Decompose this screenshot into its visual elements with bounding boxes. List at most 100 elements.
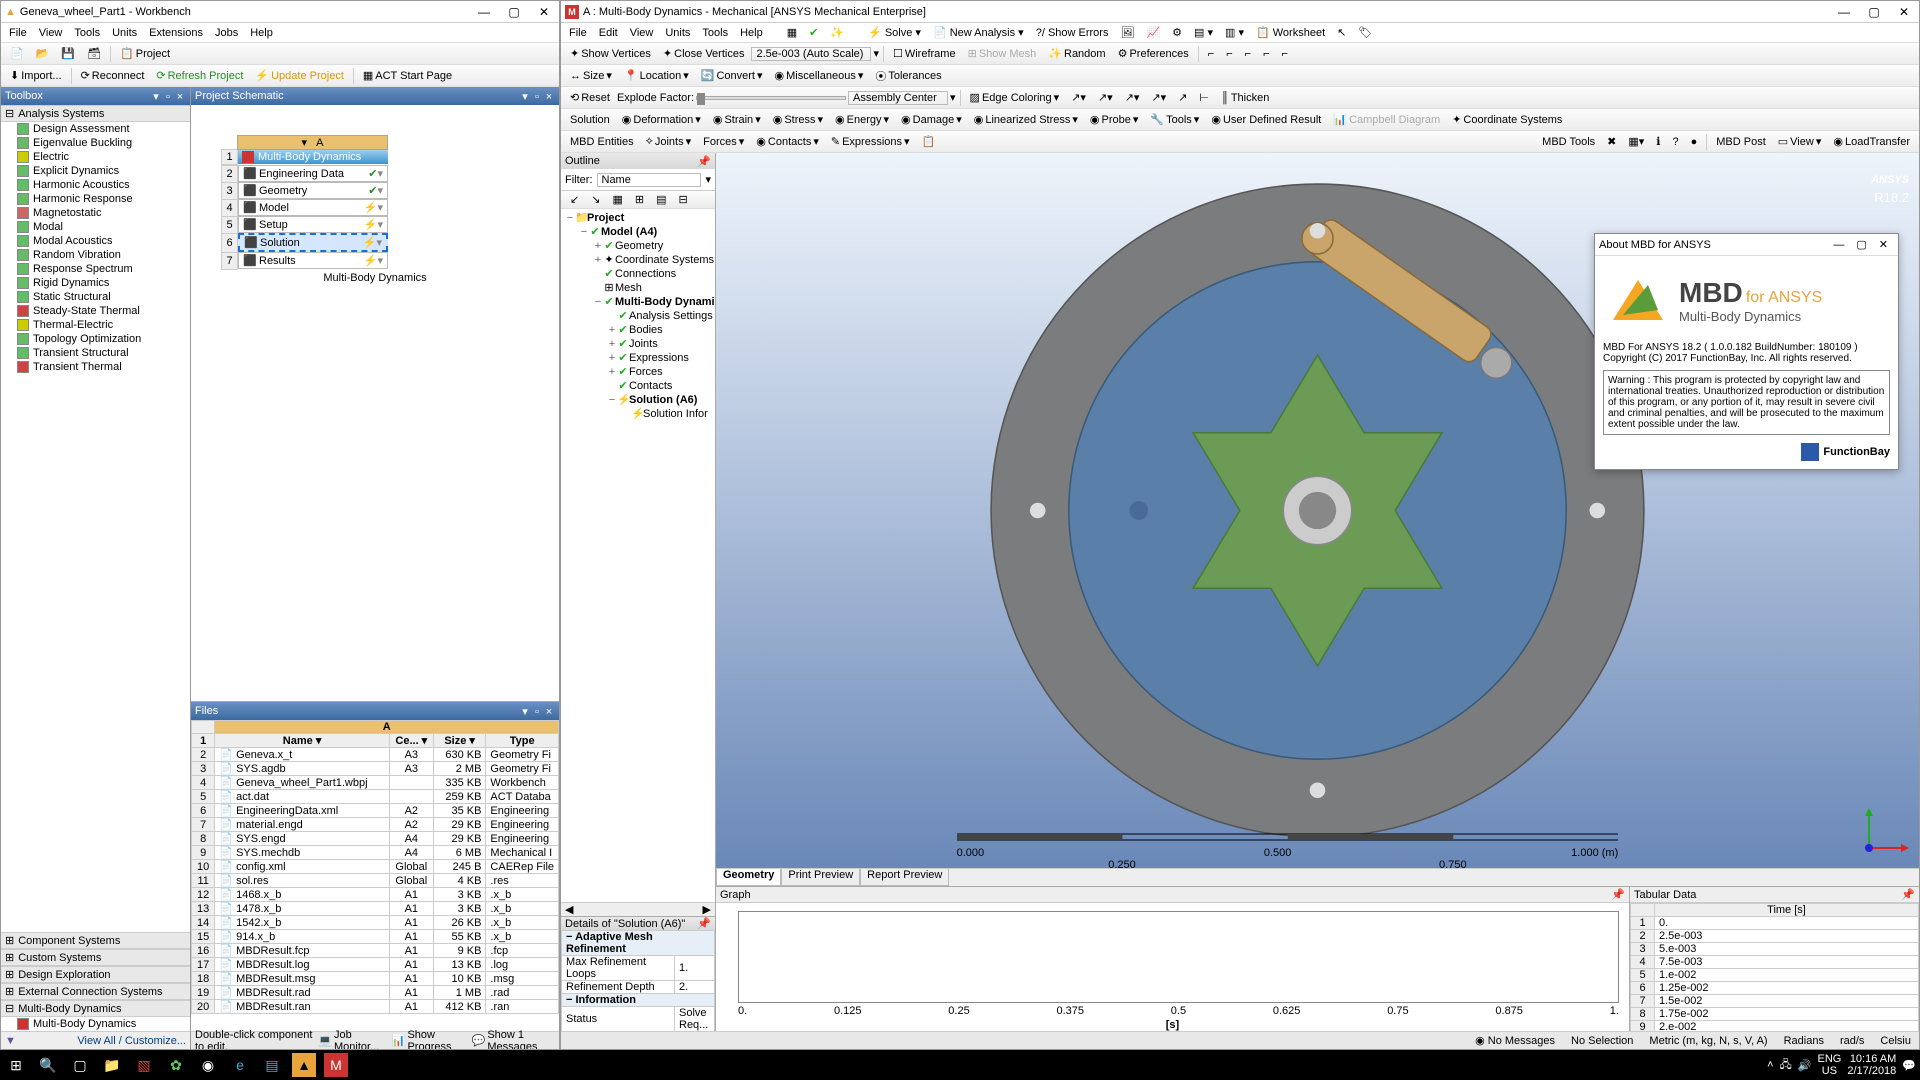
- expr-button[interactable]: ✎ Expressions ▾: [826, 133, 915, 150]
- mbdpost-button[interactable]: MBD Post: [1711, 134, 1771, 150]
- refresh-button[interactable]: ⟳ Refresh Project: [151, 67, 248, 84]
- sparkle-icon[interactable]: ✨: [830, 26, 844, 39]
- tab-print[interactable]: Print Preview: [781, 869, 860, 886]
- check-icon[interactable]: ✔: [809, 26, 818, 39]
- opt3-icon[interactable]: ▥ ▾: [1225, 26, 1244, 39]
- toolbox-item[interactable]: Modal Acoustics: [1, 234, 190, 248]
- file-row[interactable]: 13📄 1478.x_bA13 KB.x_b: [192, 902, 559, 916]
- wireframe-button[interactable]: ☐ Wireframe: [888, 45, 961, 62]
- toolbox-item[interactable]: Steady-State Thermal: [1, 304, 190, 318]
- toolbox-item[interactable]: Random Vibration: [1, 248, 190, 262]
- file-row[interactable]: 9📄 SYS.mechdbA46 MBMechanical I: [192, 846, 559, 860]
- file-row[interactable]: 10📄 config.xmlGlobal245 BCAERep File: [192, 860, 559, 874]
- pin-icon[interactable]: ▾: [150, 90, 162, 103]
- file-row[interactable]: 4📄 Geneva_wheel_Part1.wbpj335 KBWorkbenc…: [192, 776, 559, 790]
- showerrors-button[interactable]: ?/ Show Errors: [1036, 27, 1109, 39]
- menu-view[interactable]: View: [39, 27, 63, 39]
- save-icon[interactable]: 💾: [56, 45, 80, 62]
- showprogress-button[interactable]: 📊 Show Progress: [388, 1029, 464, 1050]
- system-row[interactable]: ⬛Results⚡▾: [238, 252, 388, 269]
- file-row[interactable]: 3📄 SYS.agdbA32 MBGeometry Fi: [192, 762, 559, 776]
- toolbox-group-custom[interactable]: ⊞ Custom Systems: [1, 949, 190, 966]
- menu-help[interactable]: Help: [740, 27, 763, 39]
- update-button[interactable]: ⚡ Update Project: [250, 67, 348, 84]
- file-row[interactable]: 11📄 sol.resGlobal4 KB.res: [192, 874, 559, 888]
- toolbox-item[interactable]: Modal: [1, 220, 190, 234]
- toolbox-item[interactable]: Topology Optimization: [1, 332, 190, 346]
- menu-tools[interactable]: Tools: [702, 27, 728, 39]
- maximize-button[interactable]: ▢: [499, 1, 529, 23]
- file-row[interactable]: 14📄 1542.x_bA126 KB.x_b: [192, 916, 559, 930]
- opt-icon[interactable]: ⚙: [1172, 26, 1182, 39]
- gmail-icon[interactable]: M: [324, 1053, 348, 1077]
- menu-file[interactable]: File: [9, 27, 27, 39]
- new-icon[interactable]: 📄: [5, 45, 29, 62]
- notif-icon[interactable]: 💬: [1902, 1059, 1916, 1072]
- strain-button[interactable]: ◉ Strain ▾: [708, 111, 766, 128]
- closeverts-button[interactable]: ✦ Close Vertices: [658, 45, 750, 62]
- close-button[interactable]: ✕: [1889, 1, 1919, 23]
- solution-button[interactable]: Solution: [565, 112, 615, 128]
- toolbox-item[interactable]: Static Structural: [1, 290, 190, 304]
- filter-icon[interactable]: ▼: [5, 1035, 16, 1047]
- saveall-icon[interactable]: 🗃: [82, 45, 106, 62]
- act-button[interactable]: ▦ ACT Start Page: [358, 67, 457, 84]
- contacts-button[interactable]: ◉ Contacts ▾: [751, 133, 824, 150]
- system-row[interactable]: ⬛Geometry✔▾: [238, 182, 388, 199]
- jobmonitor-button[interactable]: 💻 Job Monitor...: [314, 1029, 383, 1050]
- file-row[interactable]: 15📄 914.x_bA155 KB.x_b: [192, 930, 559, 944]
- workbench-icon[interactable]: ▲: [292, 1053, 316, 1077]
- tools-button[interactable]: 🔧 Tools ▾: [1145, 111, 1204, 128]
- menu-units[interactable]: Units: [112, 27, 137, 39]
- file-row[interactable]: 16📄 MBDResult.fcpA19 KB.fcp: [192, 944, 559, 958]
- minimize-button[interactable]: —: [469, 1, 499, 23]
- joints-button[interactable]: ⟡ Joints ▾: [641, 133, 697, 150]
- start-icon[interactable]: ⊞: [4, 1053, 28, 1077]
- close-panel-icon[interactable]: ×: [174, 91, 186, 103]
- pin2-icon[interactable]: ▫: [162, 91, 174, 103]
- tag-icon[interactable]: 🏷: [1358, 26, 1372, 39]
- file-row[interactable]: 19📄 MBDResult.radA11 MB.rad: [192, 986, 559, 1000]
- edge-button[interactable]: ▨ Edge Coloring ▾: [965, 89, 1065, 106]
- filter-combo[interactable]: Name: [597, 173, 702, 187]
- toolbox-item[interactable]: Magnetostatic: [1, 206, 190, 220]
- coords-button[interactable]: ✦ Coordinate Systems: [1447, 111, 1567, 128]
- menu-edit[interactable]: Edit: [599, 27, 618, 39]
- scale-combo[interactable]: 2.5e-003 (Auto Scale): [751, 47, 871, 61]
- stress-button[interactable]: ◉ Stress ▾: [768, 111, 828, 128]
- about-close[interactable]: ✕: [1873, 239, 1894, 251]
- location-button[interactable]: 📍 Location ▾: [619, 67, 694, 84]
- menu-file[interactable]: File: [569, 27, 587, 39]
- file-row[interactable]: 12📄 1468.x_bA13 KB.x_b: [192, 888, 559, 902]
- about-min[interactable]: —: [1827, 239, 1850, 251]
- worksheet-button[interactable]: 📋 Worksheet: [1256, 26, 1325, 39]
- toolbox-item-mbd[interactable]: Multi-Body Dynamics: [1, 1017, 190, 1031]
- system-row[interactable]: ⬛Setup⚡▾: [238, 216, 388, 233]
- size-button[interactable]: ↔ Size ▾: [565, 67, 617, 84]
- file-row[interactable]: 2📄 Geneva.x_tA3630 KBGeometry Fi: [192, 748, 559, 762]
- menu-view[interactable]: View: [630, 27, 654, 39]
- damage-button[interactable]: ◉ Damage ▾: [896, 111, 967, 128]
- chrome-icon[interactable]: ◉: [196, 1053, 220, 1077]
- maximize-button[interactable]: ▢: [1859, 1, 1889, 23]
- system-row[interactable]: ⬛Solution⚡▾: [238, 233, 388, 252]
- newanalysis-button[interactable]: 📄 New Analysis ▾: [933, 26, 1024, 39]
- menu-help[interactable]: Help: [250, 27, 273, 39]
- clipboard-icon[interactable]: 📋: [917, 133, 941, 150]
- axis-icon[interactable]: ⌐: [1203, 46, 1219, 62]
- udr-button[interactable]: ◉ User Defined Result: [1206, 111, 1326, 128]
- toolbox-item[interactable]: Explicit Dynamics: [1, 164, 190, 178]
- toolbox-item[interactable]: Response Spectrum: [1, 262, 190, 276]
- toolbox-item[interactable]: Harmonic Response: [1, 192, 190, 206]
- file-row[interactable]: 8📄 SYS.engdA429 KBEngineering: [192, 832, 559, 846]
- viewall-link[interactable]: View All / Customize...: [77, 1035, 186, 1047]
- menu-jobs[interactable]: Jobs: [215, 27, 238, 39]
- file-row[interactable]: 18📄 MBDResult.msgA110 KB.msg: [192, 972, 559, 986]
- toolbox-item[interactable]: Thermal-Electric: [1, 318, 190, 332]
- 3d-viewport[interactable]: ANSYS R18.2 About MBD for ANSYS —▢✕: [716, 153, 1919, 868]
- toolbox-item[interactable]: Harmonic Acoustics: [1, 178, 190, 192]
- file-row[interactable]: 6📄 EngineeringData.xmlA235 KBEngineering: [192, 804, 559, 818]
- pdf-icon[interactable]: ▧: [132, 1053, 156, 1077]
- solve-button[interactable]: ⚡ Solve ▾: [868, 26, 921, 39]
- taskview-icon[interactable]: ▢: [68, 1053, 92, 1077]
